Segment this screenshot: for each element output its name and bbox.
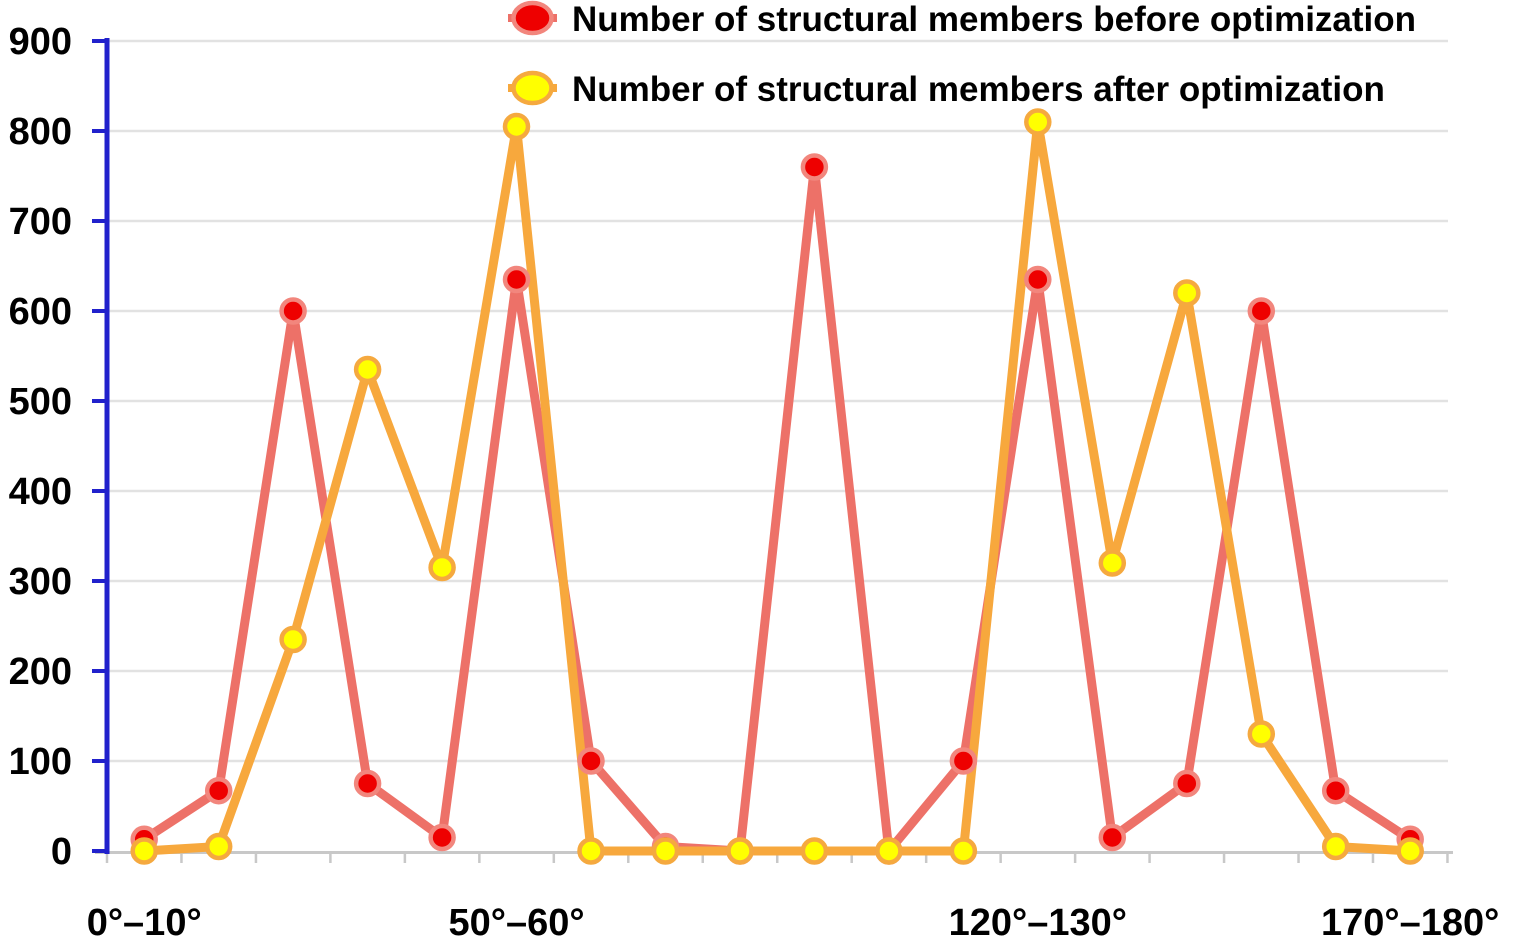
data-point-marker xyxy=(1024,108,1052,136)
data-point-marker xyxy=(204,776,233,805)
legend-marker-icon xyxy=(511,70,554,106)
x-tick-label: 0°–10° xyxy=(87,902,202,944)
data-point-marker xyxy=(1247,297,1276,325)
data-point-marker xyxy=(577,747,605,775)
series-line-before xyxy=(139,162,1415,856)
y-tick-label: 200 xyxy=(9,651,72,693)
data-point-marker xyxy=(949,747,978,775)
x-tick-label: 120°–130° xyxy=(949,902,1127,944)
data-point-marker xyxy=(651,837,680,865)
data-point-marker xyxy=(353,355,382,384)
legend-item: Number of structural members before opti… xyxy=(508,0,1416,39)
data-point-marker xyxy=(1321,832,1350,861)
data-point-marker xyxy=(875,837,903,865)
y-tick-label: 800 xyxy=(9,111,72,153)
legend-item: Number of structural members after optim… xyxy=(508,70,1385,109)
data-point-marker xyxy=(1247,720,1276,748)
x-tick-labels: 0°–10° 50°–60° 120°–130° 170°–180° xyxy=(87,902,1500,944)
data-point-marker xyxy=(726,837,754,865)
data-point-marker xyxy=(279,297,307,325)
data-point-marker xyxy=(130,837,158,865)
y-tick-label: 400 xyxy=(9,471,72,513)
legend-label: Number of structural members after optim… xyxy=(572,70,1385,109)
series-line-after xyxy=(139,117,1415,856)
data-point-marker xyxy=(279,625,307,654)
data-point-marker xyxy=(353,769,382,798)
data-point-marker xyxy=(502,112,531,141)
legend-label: Number of structural members before opti… xyxy=(572,0,1416,39)
data-point-marker xyxy=(428,553,456,582)
data-point-marker xyxy=(1098,549,1127,577)
data-point-marker xyxy=(1396,837,1424,865)
data-point-marker xyxy=(949,837,978,865)
data-point-marker xyxy=(1321,776,1350,805)
data-point-marker xyxy=(800,153,829,181)
series-markers-after xyxy=(130,108,1424,865)
x-tick-label: 170°–180° xyxy=(1321,902,1499,944)
y-tick-label: 500 xyxy=(9,381,72,423)
y-axis: 0 100 200 300 400 500 600 700 800 900 xyxy=(9,21,110,873)
data-point-marker xyxy=(800,837,829,865)
legend-marker-icon xyxy=(511,0,554,36)
y-tick-label: 900 xyxy=(9,21,72,63)
data-point-marker xyxy=(1173,769,1201,798)
x-tick-label: 50°–60° xyxy=(449,902,585,944)
y-tick-label: 100 xyxy=(9,741,72,783)
y-tick-label: 700 xyxy=(9,201,72,243)
data-point-marker xyxy=(1173,279,1201,307)
data-point-marker xyxy=(204,832,233,861)
y-tick-label: 300 xyxy=(9,561,72,603)
data-point-marker xyxy=(1024,265,1052,294)
data-point-marker xyxy=(502,265,531,294)
y-tick-label: 600 xyxy=(9,291,72,333)
y-tick-label: 0 xyxy=(51,831,72,873)
legend: Number of structural members before opti… xyxy=(508,0,1416,109)
data-point-marker xyxy=(1098,823,1127,852)
data-point-marker xyxy=(428,823,456,852)
data-point-marker xyxy=(577,837,605,865)
